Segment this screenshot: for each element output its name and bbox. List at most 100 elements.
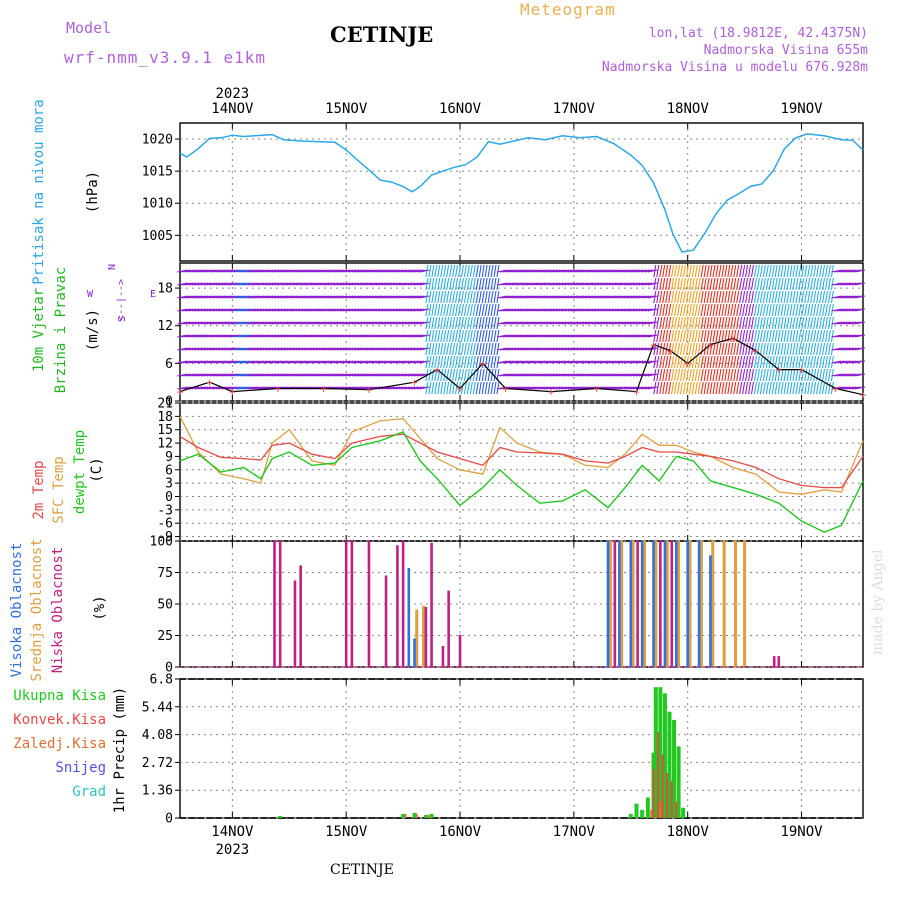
wind-barb bbox=[819, 290, 823, 304]
wind-barb bbox=[547, 334, 558, 338]
wind-barb bbox=[262, 321, 274, 325]
wind-barb bbox=[493, 264, 497, 278]
wind-barb bbox=[502, 308, 513, 312]
wind-barb bbox=[777, 342, 781, 356]
wind-barb bbox=[239, 269, 250, 273]
wind-barb bbox=[629, 321, 641, 325]
wind-barb bbox=[191, 269, 203, 273]
wind-barb bbox=[212, 269, 223, 273]
wind-barb bbox=[295, 334, 306, 338]
wind-barb bbox=[792, 381, 796, 395]
wind-barb bbox=[624, 282, 635, 286]
wind-barb bbox=[765, 342, 769, 356]
cloud-low-bar bbox=[447, 590, 450, 668]
wind-barb bbox=[816, 277, 820, 291]
wind-barb bbox=[609, 334, 620, 338]
wind-barb bbox=[653, 368, 657, 382]
wind-barb bbox=[730, 355, 734, 369]
wind-barb bbox=[416, 269, 428, 273]
wind-barb bbox=[535, 321, 546, 325]
wind-barb bbox=[606, 334, 617, 338]
wind-barb bbox=[466, 368, 470, 382]
wind-barb bbox=[325, 360, 336, 364]
wind-barb bbox=[851, 360, 863, 364]
wind-barb bbox=[771, 290, 775, 304]
wind-speed-marker: + bbox=[593, 382, 600, 395]
wind-barb bbox=[561, 347, 573, 351]
wind-barb bbox=[233, 282, 244, 286]
wind-barb bbox=[798, 316, 802, 330]
wind-barb bbox=[310, 373, 321, 377]
wind-barb bbox=[301, 360, 312, 364]
wind-barb bbox=[224, 282, 235, 286]
wind-barb bbox=[550, 308, 561, 312]
wind-barb bbox=[609, 386, 620, 390]
wind-barb bbox=[478, 277, 482, 291]
wind-barb bbox=[742, 290, 746, 304]
wind-barb bbox=[475, 329, 479, 343]
wind-barb bbox=[612, 295, 623, 299]
wind-barb bbox=[765, 329, 769, 343]
wind-barb bbox=[472, 290, 476, 304]
wind-barb bbox=[227, 334, 238, 338]
wind-barb bbox=[469, 342, 473, 356]
wind-barb bbox=[460, 264, 464, 278]
wind-barb bbox=[579, 347, 590, 351]
cloud-low-bar bbox=[430, 542, 433, 668]
wind-barb bbox=[200, 347, 212, 351]
wind-barb bbox=[254, 334, 265, 338]
wind-barb bbox=[437, 290, 441, 304]
wind-barb bbox=[446, 342, 450, 356]
wind-barb bbox=[801, 381, 805, 395]
wind-speed-marker: + bbox=[650, 339, 657, 352]
wind-barb bbox=[774, 355, 778, 369]
wind-barb bbox=[218, 334, 229, 338]
wind-barb bbox=[218, 282, 229, 286]
precip-legend-0: Ukupna Kisa bbox=[13, 688, 106, 704]
wind-barb bbox=[390, 269, 401, 273]
wind-barb bbox=[496, 290, 500, 304]
compass-s: S bbox=[117, 316, 128, 322]
wind-barb bbox=[260, 321, 271, 325]
wind-barb bbox=[499, 360, 510, 364]
wind-barb bbox=[762, 329, 766, 343]
wind-barb bbox=[849, 360, 860, 364]
wind-barb bbox=[831, 360, 842, 364]
wind-barb bbox=[239, 308, 250, 312]
wind-barb bbox=[496, 342, 500, 356]
wind-barb bbox=[245, 321, 256, 325]
wind-barb bbox=[443, 329, 447, 343]
wind-barb bbox=[750, 264, 755, 278]
wind-barb bbox=[457, 303, 462, 317]
wind-barb bbox=[553, 321, 564, 325]
wind-barb bbox=[615, 321, 626, 325]
wind-barb bbox=[647, 282, 658, 286]
wind-barb bbox=[813, 355, 817, 369]
wind-barb bbox=[703, 381, 707, 395]
wind-barb bbox=[197, 308, 209, 312]
wind-barb bbox=[313, 282, 324, 286]
precip-total-bar bbox=[429, 813, 434, 818]
wind-barb bbox=[271, 308, 283, 312]
wind-barb bbox=[304, 282, 315, 286]
wind-barb bbox=[532, 386, 543, 390]
wind-barb bbox=[194, 360, 206, 364]
precip-conv-bar bbox=[657, 732, 660, 818]
wind-barb bbox=[627, 360, 638, 364]
wind-barb bbox=[721, 368, 725, 382]
wind-barb bbox=[727, 355, 731, 369]
wind-barb bbox=[697, 342, 701, 356]
wind-barb bbox=[780, 381, 784, 395]
wind-barb bbox=[721, 329, 725, 343]
cloud-low-bar bbox=[441, 646, 445, 668]
wind-barb bbox=[765, 303, 769, 317]
wind-barb bbox=[567, 373, 579, 377]
wind-barb bbox=[668, 316, 672, 330]
wind-barb bbox=[194, 295, 206, 299]
wind-barb bbox=[550, 282, 561, 286]
wind-barb bbox=[553, 295, 564, 299]
wind-barb bbox=[301, 282, 312, 286]
wind-barb bbox=[212, 334, 223, 338]
wind-barb bbox=[553, 347, 564, 351]
wind-barb bbox=[697, 355, 701, 369]
